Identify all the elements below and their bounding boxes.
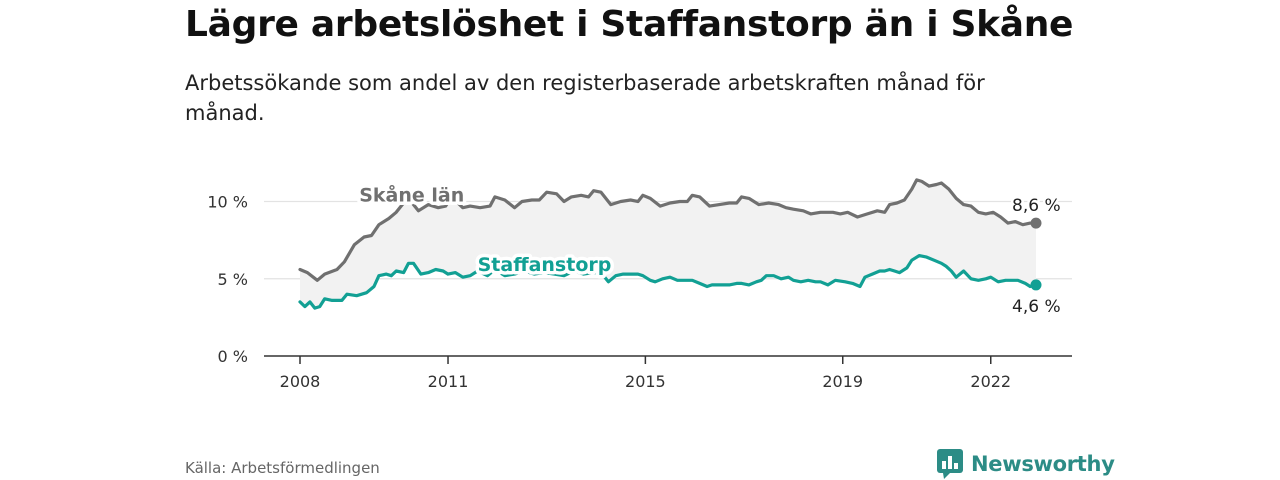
chart-title: Lägre arbetslöshet i Staffanstorp än i S… — [185, 4, 1074, 45]
x-tick-label: 2015 — [625, 372, 666, 391]
newsworthy-logo-icon — [937, 449, 963, 479]
series-name-label-staffanstorp: Staffanstorp — [478, 254, 612, 276]
series-end-dot-staffanstorp — [1030, 279, 1042, 291]
y-tick-label: 5 % — [218, 270, 248, 289]
series-line-staffanstorp — [298, 254, 1038, 310]
y-tick-label: 0 % — [218, 347, 248, 366]
x-tick-label: 2011 — [428, 372, 469, 391]
x-tick-label: 2022 — [970, 372, 1011, 391]
series-gap-band — [300, 179, 1036, 309]
x-tick-label: 2008 — [280, 372, 321, 391]
brand-logo: Newsworthy — [937, 449, 1115, 479]
line-chart: 0 % 5 % 10 % 2008 2011 2015 2019 2022 Skåne län S… — [207, 178, 1072, 391]
series-name-label-skane-lan: Skåne län — [359, 183, 464, 207]
end-value-label-skane-lan: 8,6 % — [1012, 196, 1061, 216]
y-tick-label: 10 % — [207, 193, 248, 212]
source-note: Källa: Arbetsförmedlingen — [185, 459, 380, 477]
x-tick-label: 2019 — [822, 372, 863, 391]
series-line-skane-lan — [298, 178, 1038, 282]
brand-name: Newsworthy — [971, 452, 1115, 476]
end-value-label-staffanstorp: 4,6 % — [1012, 297, 1061, 317]
chart-subtitle: Arbetssökande som andel av den registerb… — [185, 71, 985, 125]
series-end-dot-skane-lan — [1030, 217, 1042, 229]
